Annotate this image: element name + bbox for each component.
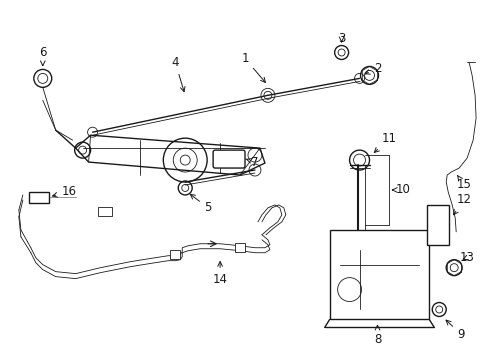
Text: 5: 5 [190, 194, 211, 215]
Polygon shape [76, 135, 264, 175]
Bar [235, 243, 244, 252]
Text: 11: 11 [373, 132, 396, 152]
Text: 8: 8 [373, 325, 380, 346]
Bar [29, 192, 49, 203]
Text: 14: 14 [212, 262, 227, 286]
Text: 2: 2 [365, 62, 381, 75]
Bar [98, 207, 111, 216]
Text: 12: 12 [452, 193, 471, 215]
Text: 9: 9 [445, 320, 464, 341]
Bar [329, 230, 428, 319]
Text: 13: 13 [459, 251, 474, 264]
Bar [427, 205, 448, 245]
Text: 1: 1 [241, 52, 265, 82]
Text: 10: 10 [392, 184, 410, 197]
Text: 16: 16 [52, 185, 76, 198]
Text: 6: 6 [39, 46, 46, 66]
Text: 7: 7 [245, 156, 258, 168]
Text: 15: 15 [456, 176, 470, 192]
Text: 4: 4 [171, 56, 184, 92]
FancyBboxPatch shape [213, 150, 244, 168]
Bar [170, 250, 180, 259]
Text: 3: 3 [337, 32, 345, 45]
